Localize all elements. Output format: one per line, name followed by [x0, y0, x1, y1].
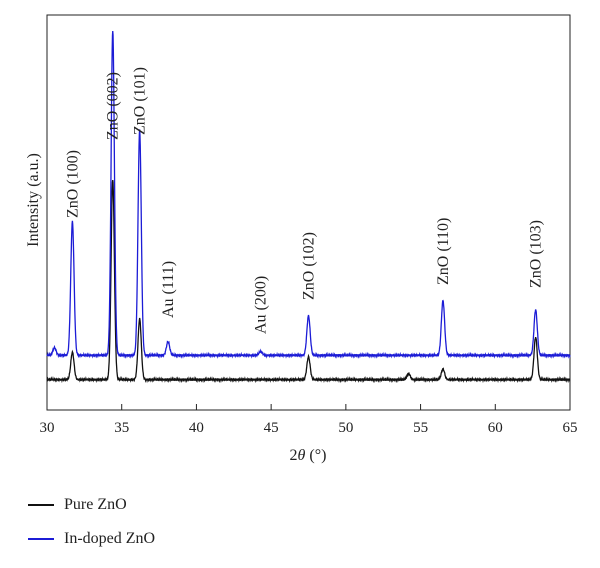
- x-tick-label: 30: [40, 420, 55, 436]
- peak-annotations: ZnO (100) ZnO (002) ZnO (101) Au (111) Au (2…: [64, 67, 544, 334]
- legend: Pure ZnO In-doped ZnO: [28, 488, 155, 556]
- y-axis-title: Intensity (a.u.): [25, 153, 42, 247]
- xrd-chart: 30 35 40 45 50 55 60 65 ZnO (100)ZnO (002) ZnO (…: [25, 14, 578, 464]
- legend-item-pure-zno: Pure ZnO: [28, 488, 155, 522]
- x-tick-label: 65: [563, 420, 578, 436]
- legend-item-in-doped-zno: In-doped ZnO: [28, 522, 155, 556]
- peak-label: ZnO (002): [105, 72, 122, 140]
- peak-label: ZnO (110): [435, 218, 452, 285]
- x-axis-title: 2θ (°): [290, 447, 327, 464]
- x-tick-label: 45: [264, 420, 279, 436]
- peak-label: Au (111): [160, 261, 177, 318]
- x-tick-label: 50: [338, 420, 353, 436]
- series-line-in-doped-zno: [46, 31, 571, 359]
- peak-label: ZnO (100): [64, 150, 81, 218]
- legend-label-in-doped-zno: In-doped ZnO: [64, 530, 156, 547]
- peak-label: Au (200): [253, 276, 270, 334]
- series-line-pure-zno: [46, 180, 571, 384]
- plot-frame: [46, 14, 571, 411]
- peak-label: ZnO (103): [528, 220, 545, 288]
- legend-swatch-in-doped-zno: [28, 538, 54, 540]
- x-tick-label: 60: [488, 420, 503, 436]
- legend-swatch-pure-zno: [28, 504, 54, 506]
- x-axis-title-pre: 2: [290, 447, 298, 464]
- x-tick-label: 55: [413, 420, 428, 436]
- x-tick-label: 35: [114, 420, 129, 436]
- x-ticks: 30 35 40 45 50 55 60 65: [40, 404, 578, 436]
- peak-label: ZnO (101): [132, 67, 149, 135]
- series-lines: [46, 31, 571, 384]
- x-tick-label: 40: [189, 420, 204, 436]
- peak-label: ZnO (102): [301, 232, 318, 300]
- x-axis-title-theta: θ: [298, 447, 306, 464]
- legend-label-pure-zno: Pure ZnO: [64, 496, 127, 513]
- x-axis-title-post: (°): [305, 447, 326, 464]
